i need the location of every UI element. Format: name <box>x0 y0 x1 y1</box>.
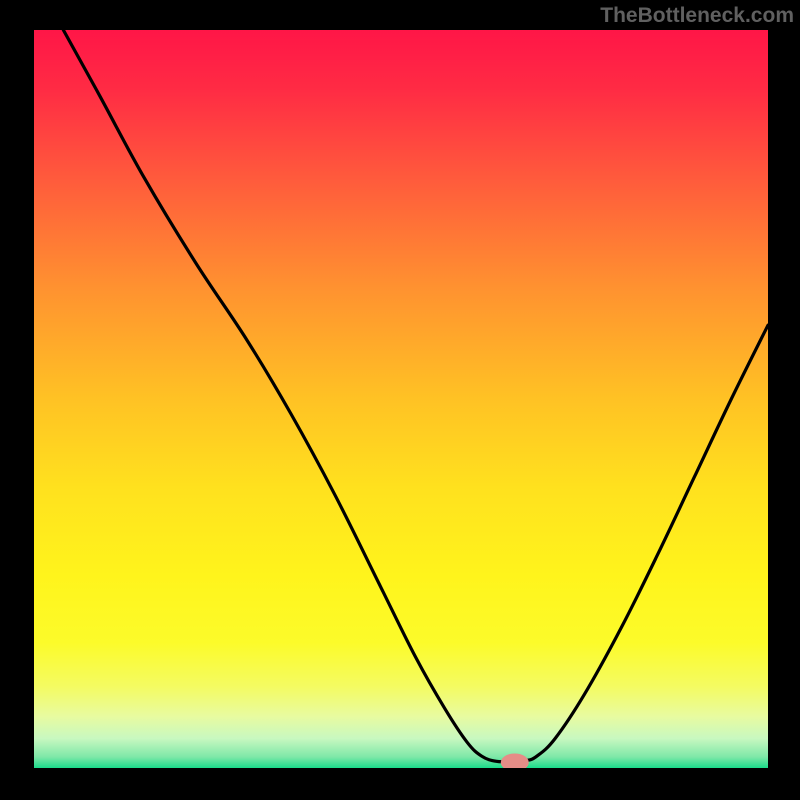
watermark-text: TheBottleneck.com <box>600 4 794 28</box>
chart-svg <box>34 30 768 768</box>
chart-container: TheBottleneck.com <box>0 0 800 800</box>
plot-area <box>34 30 768 768</box>
